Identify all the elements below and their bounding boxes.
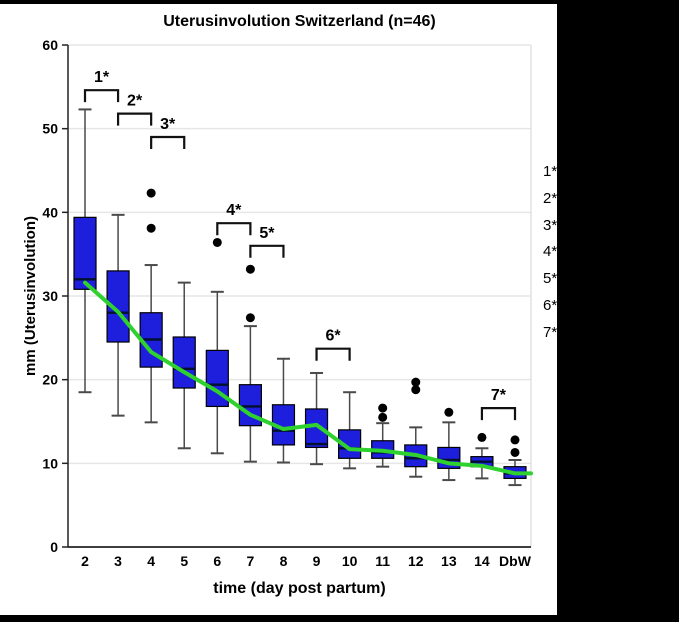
x-tick-label: 4	[147, 553, 155, 569]
bracket-label: 7*	[491, 387, 507, 404]
outlier-dot	[510, 447, 520, 457]
significance-bracket	[116, 112, 153, 126]
bracket-label: 1*	[94, 69, 110, 86]
x-tick-label: 9	[313, 553, 321, 569]
right-black-band	[557, 0, 679, 622]
x-tick-label: DbW	[499, 553, 532, 569]
chart-title: Uterusinvolution Switzerland (n=46)	[163, 13, 436, 30]
x-tick-label: 14	[474, 553, 490, 569]
outlier-dot	[245, 313, 255, 323]
y-tick-label: 40	[42, 204, 58, 220]
x-tick-label: 8	[280, 553, 288, 569]
significance-bracket	[480, 407, 517, 421]
bracket-label: 2*	[127, 93, 143, 110]
legend-item: 2*	[543, 189, 558, 207]
significance-legend: 1* 2* 3* 4* 5* 6* 7*	[543, 159, 583, 347]
significance-bracket	[216, 222, 252, 236]
legend-item: 6*	[543, 296, 558, 314]
bracket-label: 5*	[259, 225, 275, 242]
outlier-dot	[146, 223, 156, 233]
bottom-border-strip	[0, 615, 679, 622]
x-axis-title: time (day post partum)	[213, 580, 386, 597]
x-tick-label: 11	[375, 553, 390, 569]
legend-item: 7*	[543, 323, 558, 341]
significance-bracket	[150, 135, 186, 150]
x-tick-label: 7	[246, 553, 254, 569]
box-day-6	[205, 349, 229, 408]
outlier-dot	[510, 435, 520, 445]
significance-bracket	[83, 89, 120, 103]
x-tick-label: 3	[114, 553, 122, 569]
legend-item: 4*	[543, 243, 558, 261]
bracket-label: 3*	[160, 116, 176, 133]
x-tick-label: 12	[408, 553, 424, 569]
x-tick-label: 10	[342, 553, 358, 569]
top-border-strip	[0, 0, 679, 4]
x-tick-label: 5	[180, 553, 188, 569]
significance-bracket	[315, 347, 351, 361]
box-day-3	[106, 270, 130, 343]
legend-item: 1*	[543, 163, 558, 180]
outlier-dot	[245, 264, 255, 274]
outlier-dot	[212, 237, 222, 247]
outlier-dot	[378, 403, 388, 413]
outlier-dot	[477, 432, 487, 442]
y-tick-label: 50	[42, 121, 58, 137]
y-tick-label: 20	[42, 372, 58, 388]
y-axis-title: mm (Uterusinvolution)	[22, 216, 39, 376]
legend-item: 5*	[543, 270, 558, 288]
x-tick-label: 2	[81, 553, 89, 569]
outlier-dot	[444, 407, 454, 417]
box-day-5	[172, 336, 196, 389]
y-tick-label: 60	[42, 37, 58, 53]
outlier-dot	[411, 377, 421, 387]
outlier-dot	[411, 385, 421, 395]
y-tick-label: 10	[42, 455, 58, 471]
outlier-dot	[378, 412, 388, 422]
x-tick-label: 6	[213, 553, 221, 569]
bracket-label: 6*	[326, 328, 342, 345]
box-day-2	[73, 216, 97, 290]
y-tick-label: 30	[42, 288, 58, 304]
y-tick-label: 0	[50, 539, 58, 555]
bracket-label: 4*	[226, 202, 242, 219]
outlier-dot	[146, 188, 156, 198]
x-tick-label: 13	[441, 553, 457, 569]
legend-item: 3*	[543, 216, 558, 234]
mean-trend-line	[83, 280, 533, 476]
significance-bracket	[249, 244, 285, 258]
